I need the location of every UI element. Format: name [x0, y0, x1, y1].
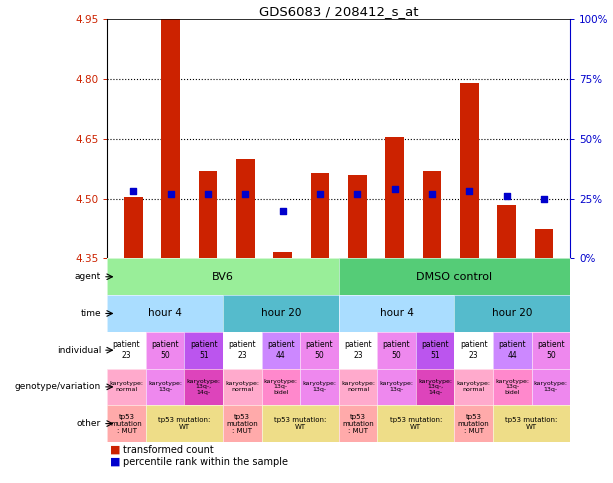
Text: patient
23: patient 23	[229, 341, 256, 360]
Text: tp53
mutation
: MUT: tp53 mutation : MUT	[458, 413, 490, 434]
Text: karyotype:
13q-,
14q-: karyotype: 13q-, 14q-	[187, 379, 221, 395]
Bar	[460, 83, 479, 258]
Text: karyotype:
normal: karyotype: normal	[225, 382, 259, 392]
Text: patient
51: patient 51	[190, 341, 218, 360]
Text: patient
23: patient 23	[344, 341, 371, 360]
Text: genotype/variation: genotype/variation	[15, 383, 101, 391]
Text: karyotype:
normal: karyotype: normal	[341, 382, 375, 392]
Text: individual: individual	[57, 346, 101, 355]
Bar	[386, 137, 404, 258]
Text: tp53
mutation
: MUT: tp53 mutation : MUT	[342, 413, 374, 434]
Text: karyotype:
13q-: karyotype: 13q-	[148, 382, 182, 392]
Text: karyotype:
13q-: karyotype: 13q-	[534, 382, 568, 392]
Point	[240, 190, 250, 198]
Bar	[311, 173, 329, 258]
Text: patient
23: patient 23	[113, 341, 140, 360]
Bar	[348, 175, 367, 258]
Bar	[497, 205, 516, 258]
Text: karyotype:
13q-
bidel: karyotype: 13q- bidel	[264, 379, 298, 395]
Text: tp53 mutation:
WT: tp53 mutation: WT	[274, 417, 326, 430]
Text: karyotype:
13q-: karyotype: 13q-	[302, 382, 337, 392]
Text: patient
44: patient 44	[267, 341, 295, 360]
Text: karyotype:
normal: karyotype: normal	[110, 382, 143, 392]
Text: patient
44: patient 44	[498, 341, 526, 360]
Text: patient
50: patient 50	[383, 341, 410, 360]
Text: hour 4: hour 4	[379, 309, 414, 318]
Text: karyotype:
13q-
bidel: karyotype: 13q- bidel	[495, 379, 529, 395]
Point	[427, 190, 437, 198]
Text: tp53
mutation
: MUT: tp53 mutation : MUT	[226, 413, 258, 434]
Text: hour 4: hour 4	[148, 309, 182, 318]
Bar	[124, 197, 143, 258]
Text: patient
50: patient 50	[306, 341, 333, 360]
Point	[501, 192, 511, 200]
Bar	[535, 228, 554, 258]
Bar	[161, 19, 180, 258]
Point	[539, 195, 549, 202]
Text: hour 20: hour 20	[261, 309, 301, 318]
Text: ■: ■	[110, 457, 121, 467]
Point	[390, 185, 400, 193]
Text: ■: ■	[110, 445, 121, 455]
Text: patient
23: patient 23	[460, 341, 487, 360]
Point	[203, 190, 213, 198]
Text: other: other	[77, 419, 101, 428]
Text: karyotype:
normal: karyotype: normal	[457, 382, 490, 392]
Text: transformed count: transformed count	[123, 445, 213, 455]
Text: tp53 mutation:
WT: tp53 mutation: WT	[390, 417, 442, 430]
Text: patient
50: patient 50	[151, 341, 179, 360]
Text: agent: agent	[75, 272, 101, 281]
Text: karyotype:
13q-,
14q-: karyotype: 13q-, 14q-	[418, 379, 452, 395]
Point	[278, 207, 287, 214]
Text: patient
50: patient 50	[537, 341, 565, 360]
Text: tp53 mutation:
WT: tp53 mutation: WT	[505, 417, 558, 430]
Text: tp53 mutation:
WT: tp53 mutation: WT	[158, 417, 211, 430]
Point	[129, 187, 139, 195]
Text: BV6: BV6	[212, 272, 234, 282]
Bar	[273, 253, 292, 258]
Text: DMSO control: DMSO control	[416, 272, 492, 282]
Bar	[236, 159, 255, 258]
Bar	[422, 170, 441, 258]
Bar	[199, 170, 218, 258]
Point	[352, 190, 362, 198]
Text: karyotype:
13q-: karyotype: 13q-	[379, 382, 414, 392]
Text: hour 20: hour 20	[492, 309, 533, 318]
Text: percentile rank within the sample: percentile rank within the sample	[123, 457, 287, 467]
Text: patient
51: patient 51	[421, 341, 449, 360]
Point	[166, 190, 176, 198]
Point	[465, 187, 474, 195]
Title: GDS6083 / 208412_s_at: GDS6083 / 208412_s_at	[259, 5, 419, 18]
Point	[315, 190, 325, 198]
Text: time: time	[80, 309, 101, 318]
Text: tp53
mutation
: MUT: tp53 mutation : MUT	[111, 413, 142, 434]
